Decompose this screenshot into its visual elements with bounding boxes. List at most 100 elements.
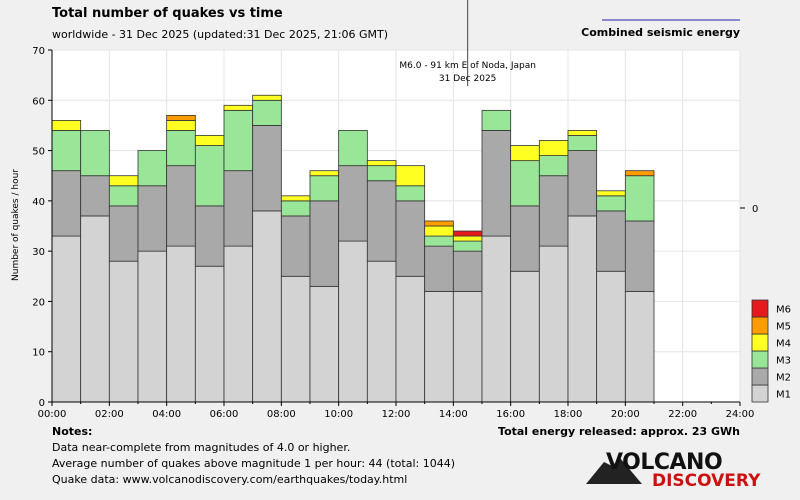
bar-segment-m4 — [194, 135, 225, 146]
bar-segment-m2 — [194, 205, 225, 267]
bar-segment-m3 — [166, 130, 196, 167]
bar-segment-m2 — [424, 245, 454, 292]
bar-segment-m1 — [366, 260, 397, 403]
x-tick-label: 06:00 — [210, 409, 239, 420]
legend-label-m4: M4 — [776, 339, 791, 350]
bar-segment-m1 — [567, 215, 598, 403]
bar-segment-m3 — [252, 99, 282, 126]
x-tick-label: 08:00 — [267, 409, 296, 420]
bar-segment-m4 — [395, 165, 426, 187]
x-tick-label: 22:00 — [668, 409, 697, 420]
x-tick-label: 18:00 — [554, 409, 583, 420]
bar-segment-m4 — [424, 225, 454, 237]
bar-segment-m3 — [80, 130, 110, 177]
bar-segment-m4 — [51, 120, 82, 131]
bar-segment-m2 — [596, 210, 626, 272]
legend-swatch-m3 — [751, 350, 769, 369]
legend-label-m1: M1 — [776, 390, 791, 401]
bar-segment-m2 — [223, 170, 254, 247]
bar-segment-m3 — [624, 175, 655, 222]
y-tick-label: 0 — [39, 398, 45, 409]
bar-segment-m4 — [567, 130, 598, 136]
legend-swatch-m1 — [751, 384, 769, 403]
bar-segment-m1 — [194, 265, 225, 403]
bar-segment-m2 — [481, 130, 512, 237]
volcano-discovery-logo: VOLCANO DISCOVERY — [586, 450, 761, 491]
bar-segment-m6 — [452, 230, 483, 237]
bar-segment-m2 — [137, 185, 168, 252]
bar-segment-m1 — [538, 245, 569, 403]
bar-segment-m3 — [108, 185, 139, 207]
x-tick-label: 20:00 — [611, 409, 640, 420]
x-tick-label: 14:00 — [439, 409, 468, 420]
bar-segment-m2 — [338, 165, 368, 242]
bar-segment-m1 — [395, 275, 426, 403]
bar-segment-m3 — [395, 185, 426, 202]
bar-segment-m3 — [366, 165, 397, 182]
bar-segment-m2 — [280, 215, 311, 277]
bar-segment-m1 — [252, 210, 282, 403]
notes-heading: Notes: — [52, 425, 92, 438]
bar-segment-m3 — [424, 235, 454, 247]
annotation-text: M6.0 - 91 km E of Noda, Japan — [399, 61, 536, 71]
x-tick-label: 04:00 — [152, 409, 181, 420]
y-tick-label: 30 — [32, 247, 45, 258]
legend-label-m5: M5 — [776, 322, 791, 333]
bar-segment-m4 — [452, 235, 483, 242]
bar-segment-m3 — [223, 109, 254, 172]
bar-segment-m3 — [338, 130, 368, 167]
legend-label-m3: M3 — [776, 356, 791, 367]
bar-segment-m1 — [424, 290, 454, 403]
x-tick-label: 16:00 — [496, 409, 525, 420]
logo-line-2: DISCOVERY — [652, 471, 761, 491]
chart-title: Total number of quakes vs time — [52, 6, 283, 21]
legend-swatch-m6 — [751, 299, 769, 318]
bar-segment-m1 — [51, 235, 82, 403]
chart-subtitle: worldwide - 31 Dec 2025 (updated:31 Dec … — [52, 28, 388, 41]
bar-segment-m2 — [51, 170, 82, 237]
annotation-date: 31 Dec 2025 — [439, 74, 497, 84]
legend-swatch-m5 — [751, 316, 769, 335]
bar-segment-m5 — [166, 114, 196, 121]
y-axis-label: Number of quakes / hour — [11, 169, 21, 281]
bar-segment-m3 — [538, 155, 569, 177]
bar-segment-m3 — [194, 145, 225, 207]
legend-label-m6: M6 — [776, 305, 791, 316]
bar-segment-m2 — [510, 205, 540, 272]
bar-segment-m5 — [424, 220, 454, 227]
y-tick-label: 60 — [32, 96, 45, 107]
bar-segment-m3 — [309, 175, 340, 202]
x-tick-label: 00:00 — [38, 409, 67, 420]
bar-segment-m3 — [137, 150, 168, 187]
bar-segment-m2 — [452, 250, 483, 292]
bar-segment-m1 — [596, 270, 626, 403]
bar-segment-m3 — [452, 240, 483, 252]
bar-segment-m1 — [510, 270, 540, 403]
total-energy: Total energy released: approx. 23 GWh — [498, 425, 740, 438]
notes-line-1: Data near-complete from magnitudes of 4.… — [52, 441, 350, 454]
annotation: M6.0 - 91 km E of Noda, Japan 31 Dec 202… — [399, 0, 536, 86]
x-tick-label: 12:00 — [382, 409, 411, 420]
bar-segment-m2 — [252, 125, 282, 212]
bar-segment-m3 — [596, 195, 626, 212]
bar-segment-m3 — [280, 200, 311, 217]
logo-line-1: VOLCANO — [606, 450, 722, 475]
energy-legend-label: Combined seismic energy — [581, 26, 740, 39]
y-tick-label: 20 — [32, 297, 45, 308]
y-tick-label: 70 — [32, 46, 45, 57]
legend-swatch-m4 — [751, 333, 769, 352]
y-tick-label: 40 — [32, 197, 45, 208]
legend-swatch-m2 — [751, 367, 769, 386]
bar-segment-m1 — [338, 240, 368, 403]
legend-label-m2: M2 — [776, 373, 791, 384]
bar-segment-m4 — [366, 160, 397, 167]
bar-segment-m2 — [80, 175, 110, 217]
bar-segment-m3 — [481, 109, 512, 131]
y-tick-label: 50 — [32, 147, 45, 158]
bar-segment-m1 — [280, 275, 311, 403]
bar-segment-m4 — [309, 170, 340, 177]
y-tick-label: 10 — [32, 348, 45, 359]
bar-segment-m4 — [252, 94, 282, 101]
x-tick-label: 10:00 — [324, 409, 353, 420]
